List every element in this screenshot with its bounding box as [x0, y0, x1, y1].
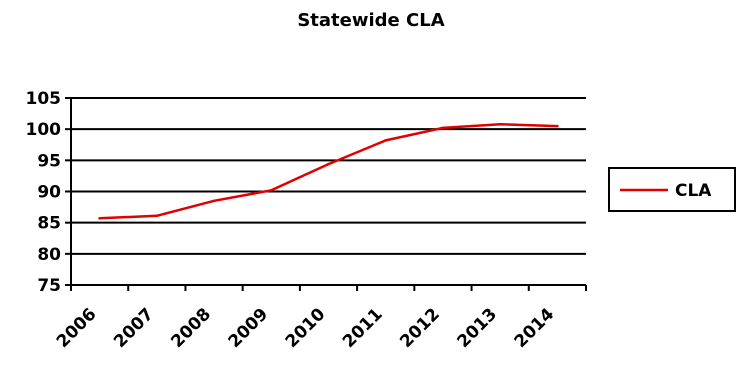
y-tick-label: 85 [37, 214, 61, 234]
x-tick-label: 2009 [225, 304, 273, 352]
data-point [327, 162, 330, 166]
x-tick-label: 2007 [110, 304, 158, 352]
data-point [556, 124, 559, 128]
data-point [498, 122, 502, 126]
y-tick-label: 75 [37, 276, 61, 296]
y-tick-label: 95 [37, 151, 61, 171]
x-tick-label: 2014 [511, 304, 559, 352]
legend-label-cla: CLA [675, 181, 712, 201]
x-tick-label: 2006 [53, 304, 101, 352]
x-tick-labels: 2006 2007 2008 2009 2010 2011 2012 2013 2014 [53, 304, 558, 352]
y-tick-labels: 75 80 85 90 95 100 105 [26, 89, 62, 296]
x-tick-label: 2011 [339, 304, 387, 352]
legend: CLA [608, 167, 736, 212]
axes [70, 98, 587, 291]
series-line-cla [99, 122, 558, 220]
y-tick-label: 105 [26, 89, 62, 109]
data-point [98, 217, 101, 220]
data-point [212, 199, 216, 203]
data-point [441, 126, 445, 130]
data-point [155, 214, 159, 218]
x-tick-label: 2008 [167, 304, 215, 352]
x-tick-label: 2013 [453, 304, 501, 352]
y-tick-label: 80 [37, 245, 61, 265]
data-point [384, 139, 388, 142]
y-tick-label: 100 [26, 120, 62, 140]
series-lines [98, 122, 559, 220]
gridlines [65, 97, 586, 286]
chart-title: Statewide CLA [297, 10, 444, 31]
x-tick-label: 2010 [282, 304, 330, 352]
x-tick-label: 2012 [396, 304, 444, 352]
data-point [269, 188, 273, 192]
y-tick-label: 90 [37, 183, 61, 203]
